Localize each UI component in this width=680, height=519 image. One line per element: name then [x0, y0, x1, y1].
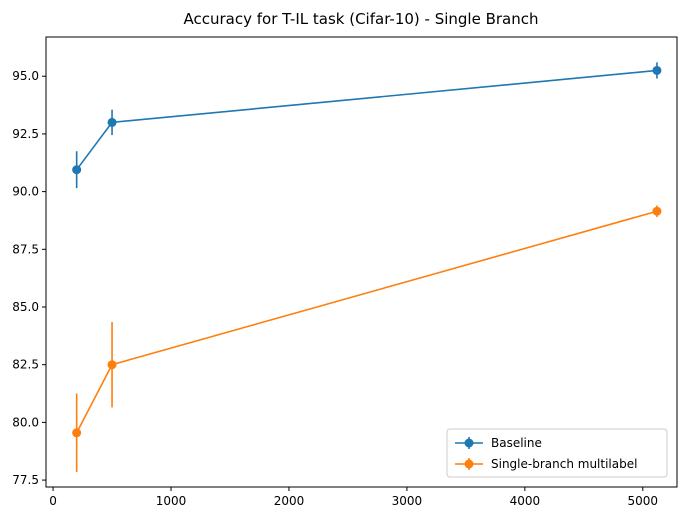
chart-title: Accuracy for T-IL task (Cifar-10) - Sing…	[184, 10, 539, 28]
legend-item: Baseline	[455, 436, 542, 450]
x-tick-label: 3000	[392, 494, 423, 508]
y-tick-label: 90.0	[12, 185, 39, 199]
y-tick-label: 87.5	[12, 242, 39, 256]
data-point	[107, 117, 117, 127]
y-tick-label: 80.0	[12, 415, 39, 429]
data-point	[652, 206, 662, 216]
legend-item: Single-branch multilabel	[455, 457, 637, 471]
x-tick-label: 1000	[156, 494, 187, 508]
x-tick-label: 2000	[274, 494, 305, 508]
legend-box	[446, 428, 668, 478]
plot-frame	[45, 36, 678, 488]
y-tick-label: 77.5	[12, 473, 39, 487]
legend-marker	[464, 438, 474, 448]
data-point	[72, 165, 82, 175]
y-tick-label: 82.5	[12, 358, 39, 372]
y-tick-label: 95.0	[12, 69, 39, 83]
y-tick-label: 85.0	[12, 300, 39, 314]
x-tick-label: 5000	[628, 494, 659, 508]
legend-marker	[464, 459, 474, 469]
data-point	[107, 360, 117, 370]
y-tick-label: 92.5	[12, 127, 39, 141]
data-point	[652, 65, 662, 75]
data-point	[72, 428, 82, 438]
legend-label: Single-branch multilabel	[491, 457, 637, 471]
x-tick-label: 4000	[510, 494, 541, 508]
x-tick-label: 0	[49, 494, 57, 508]
legend: Baseline Single-branch multilabel	[446, 428, 668, 478]
series-1	[72, 205, 662, 472]
series-0	[72, 62, 662, 189]
legend-label: Baseline	[491, 436, 542, 450]
